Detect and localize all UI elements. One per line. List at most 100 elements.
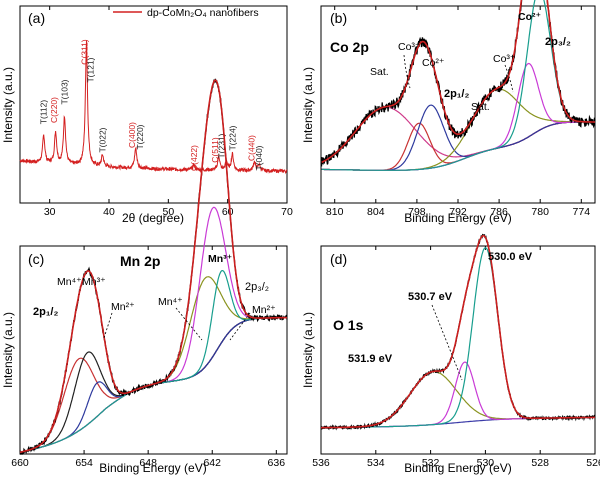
peak-label: T(231) (217, 133, 227, 158)
raw-data-trace (320, 0, 596, 167)
component-peak (19, 206, 287, 453)
panel-c-y-label: Intensity (a.u.) (1, 312, 15, 388)
arrow-530-7 (431, 304, 463, 381)
x-tick-label: 636 (268, 457, 286, 469)
panel-a-x-ticks: 30 40 50 60 70 (44, 6, 293, 218)
x-tick-label: 30 (44, 206, 56, 218)
x-tick-label: 804 (367, 206, 385, 218)
x-tick-label: 654 (75, 457, 93, 469)
x-tick-label: 40 (103, 206, 115, 218)
peak-label: T(103) (60, 79, 70, 104)
x-tick-label: 60 (222, 206, 234, 218)
x-tick-label: 780 (531, 206, 549, 218)
peak-label: C(440) (246, 135, 256, 161)
fitted-envelope (321, 234, 595, 429)
peak-label: C(311) (80, 39, 90, 65)
arrow-mn2-2 (229, 312, 251, 341)
x-tick-label: 526 (586, 457, 600, 469)
component-peak (321, 121, 595, 171)
component-peak (321, 0, 595, 171)
component-peak (321, 88, 595, 171)
annotation-2p12-mn: 2p₁/₂ (33, 306, 58, 318)
x-tick-label: 70 (281, 206, 293, 218)
panel-c: 660 654 648 642 636 (c) Mn 2p Binding Energy… (1, 78, 288, 475)
panel-c-x-ticks: 660 654 648 642 636 (11, 246, 285, 469)
panel-c-label: (c) (28, 251, 44, 267)
annotation-2p32: 2p₃/₂ (545, 36, 571, 48)
annotation-mn4-2: Mn⁴⁺ (158, 296, 183, 308)
x-tick-label: 798 (408, 206, 426, 218)
annotation-co2-1: Co²⁺ (422, 57, 444, 69)
x-tick-label: 534 (367, 457, 385, 469)
peak-label: T(112) (39, 100, 49, 125)
panel-d-x-ticks: 536 534 532 530 528 526 (312, 246, 600, 469)
annotation-531-9: 531.9 eV (348, 353, 393, 365)
xrd-trace (19, 40, 288, 175)
annotation-2p32-mn: 2p₃/₂ (245, 281, 269, 293)
panel-a-y-label: Intensity (a.u.) (1, 67, 15, 143)
panel-a-plot-area (19, 40, 288, 175)
annotation-co2-2: Co²⁺ (518, 11, 541, 23)
component-peak (321, 247, 595, 429)
x-tick-label: 642 (203, 457, 221, 469)
x-tick-label: 810 (326, 206, 344, 218)
panel-b-label: (b) (330, 10, 347, 26)
panel-b-plot-area (320, 0, 596, 171)
x-tick-label: 530 (477, 457, 495, 469)
annotation-2p12: 2p₁/₂ (444, 88, 469, 100)
peak-label: C(422) (189, 145, 199, 171)
x-tick-label: 648 (139, 457, 157, 469)
panel-b-title: Co 2p (330, 39, 369, 55)
x-tick-label: 792 (449, 206, 467, 218)
panel-a-peak-labels: T(112) C(220)T(103) C(311)T(121) T(022) C(40… (39, 39, 264, 171)
peak-label: C(400) (127, 122, 137, 148)
annotation-mn2-2: Mn²⁺ (252, 304, 276, 316)
peak-label: T(220) (135, 124, 145, 149)
x-tick-label: 536 (312, 457, 330, 469)
annotation-sat-1: Sat. (370, 66, 389, 78)
annotation-co3-1: Co³⁺ (398, 41, 420, 53)
panel-c-x-label: Binding Energy (eV) (99, 461, 206, 475)
peak-label: C(511) (210, 137, 220, 163)
annotation-mn3-1: Mn³⁺ (82, 276, 106, 288)
panel-c-title: Mn 2p (120, 253, 160, 269)
x-tick-label: 786 (490, 206, 508, 218)
component-peak (19, 269, 287, 453)
peak-label: T(224) (227, 125, 237, 150)
annotation-mn2-1: Mn²⁺ (111, 301, 135, 313)
panel-d-frame (320, 245, 596, 455)
fitted-envelope (321, 0, 595, 164)
component-peak (321, 371, 595, 429)
arrow-mn2-1 (103, 312, 113, 339)
panel-b-x-label: Binding Energy (eV) (404, 211, 511, 225)
background-line (321, 121, 595, 171)
panel-c-frame (19, 245, 288, 455)
annotation-mn4-1: Mn⁴⁺ (57, 276, 82, 288)
panel-b-y-label: Intensity (a.u.) (301, 67, 315, 143)
panel-b: 810 804 798 792 786 780 774 (b) Co 2p Binding … (301, 0, 596, 225)
component-peak (19, 276, 287, 453)
x-tick-label: 50 (162, 206, 174, 218)
annotation-530-7: 530.7 eV (408, 291, 453, 303)
legend-entry: dp-CoMn₂O₄ nanofibers (147, 7, 259, 19)
x-tick-label: 532 (422, 457, 440, 469)
peak-label: T(121) (86, 57, 96, 82)
annotation-sat-2: Sat. (471, 101, 490, 113)
panel-a-label: (a) (28, 10, 45, 26)
annotation-mn3-2: Mn³⁺ (208, 253, 232, 265)
x-tick-label: 660 (11, 457, 29, 469)
peak-label: T(022) (97, 127, 107, 152)
panel-c-plot-area (19, 78, 288, 455)
panel-d-plot-area (320, 233, 596, 431)
panel-a: 30 40 50 60 70 (a) dp-CoMn₂O₄ nanofibers 2θ … (1, 5, 293, 225)
panel-a-frame (19, 5, 288, 204)
panel-d-title: O 1s (333, 317, 364, 333)
fitted-envelope (19, 79, 287, 454)
arrow-co3-2 (504, 64, 514, 93)
panel-a-x-label: 2θ (degree) (122, 211, 184, 225)
panel-d-x-label: Binding Energy (eV) (404, 461, 511, 475)
x-tick-label: 774 (573, 206, 591, 218)
annotation-530-0: 530.0 eV (488, 251, 533, 263)
panel-b-x-ticks: 810 804 798 792 786 780 774 (326, 6, 590, 218)
